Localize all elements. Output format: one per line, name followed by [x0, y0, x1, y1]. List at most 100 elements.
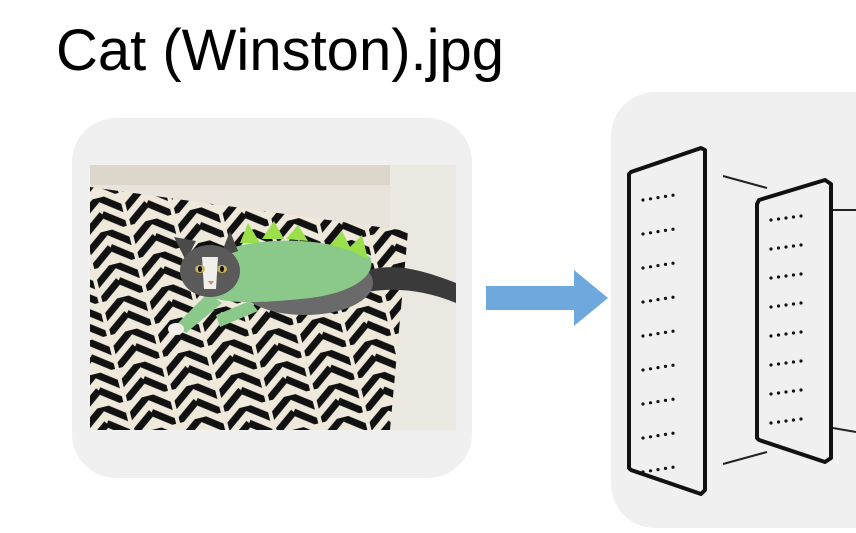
- neuron-dot: [663, 330, 668, 334]
- neuron-dot: [671, 227, 675, 231]
- neuron-dot: [648, 299, 653, 303]
- neuron-dot: [784, 274, 788, 278]
- costume-spike: [286, 225, 308, 241]
- neuron-dot: [769, 421, 773, 425]
- neuron-dot: [776, 275, 781, 279]
- neuron-dot: [784, 216, 788, 220]
- neuron-dot: [776, 246, 781, 250]
- neuron-dot: [663, 432, 668, 436]
- layer-slab: [755, 178, 833, 464]
- costume-spike: [262, 221, 284, 239]
- neuron-dot: [671, 193, 675, 197]
- layer-slab: [627, 146, 707, 496]
- neuron-dot: [799, 272, 803, 276]
- neuron-dot: [784, 390, 788, 394]
- neuron-dot: [784, 303, 788, 307]
- neuron-dot: [656, 400, 660, 404]
- neuron-dot: [791, 302, 796, 306]
- neuron-dot: [671, 363, 675, 367]
- neuron-dot: [656, 434, 660, 438]
- neuron-dot: [784, 245, 788, 249]
- neuron-dot: [648, 401, 653, 405]
- neuron-dot: [769, 276, 773, 280]
- neuron-dot: [663, 228, 668, 232]
- neuron-dot: [769, 363, 773, 367]
- neuron-dot: [799, 214, 803, 218]
- neuron-dot: [663, 466, 668, 470]
- neuron-dot: [769, 247, 773, 251]
- cat-photo: [90, 165, 456, 430]
- cat-leg: [216, 301, 258, 327]
- neuron-dot: [648, 435, 653, 439]
- cat-head: [174, 231, 240, 297]
- neuron-dot: [656, 230, 660, 234]
- neuron-dot: [776, 362, 781, 366]
- neuron-dot: [641, 300, 645, 304]
- neuron-dot: [784, 332, 788, 336]
- neuron-dot: [799, 330, 803, 334]
- neuron-dot: [799, 388, 803, 392]
- neuron-dot: [671, 431, 675, 435]
- neuron-dot: [784, 419, 788, 423]
- network-layer: [627, 146, 707, 496]
- neuron-dot: [776, 333, 781, 337]
- neuron-dot: [641, 198, 645, 202]
- costume-spike: [240, 223, 260, 243]
- neuron-dot: [776, 420, 781, 424]
- neural-network-diagram: [627, 146, 856, 496]
- neural-network-panel: [611, 92, 856, 528]
- neuron-dot: [791, 244, 796, 248]
- neuron-dot: [791, 215, 796, 219]
- neuron-dot: [656, 196, 660, 200]
- neuron-dot: [648, 367, 653, 371]
- neuron-dot: [784, 361, 788, 365]
- neuron-dot: [671, 329, 675, 333]
- neuron-dot: [791, 331, 796, 335]
- neuron-dot: [791, 389, 796, 393]
- neuron-dot: [641, 368, 645, 372]
- neuron-dot: [663, 296, 668, 300]
- connection-line: [722, 451, 768, 465]
- neuron-dot: [648, 265, 653, 269]
- image-filename-title: Cat (Winston).jpg: [56, 18, 505, 83]
- layer-connections: [722, 175, 856, 465]
- neuron-dot: [641, 470, 645, 474]
- neuron-dot: [791, 360, 796, 364]
- neuron-dot: [663, 262, 668, 266]
- cat-leg: [176, 293, 222, 333]
- neuron-dot: [776, 391, 781, 395]
- neuron-dot: [663, 194, 668, 198]
- neuron-dot: [769, 305, 773, 309]
- neuron-dot: [799, 301, 803, 305]
- neuron-dot: [799, 359, 803, 363]
- neuron-dot: [648, 469, 653, 473]
- neuron-dot: [799, 417, 803, 421]
- neuron-dot: [656, 366, 660, 370]
- neuron-dot: [671, 261, 675, 265]
- neuron-dot: [648, 231, 653, 235]
- neuron-dot: [769, 392, 773, 396]
- neuron-dot: [641, 402, 645, 406]
- neuron-dot: [641, 436, 645, 440]
- costume-spike: [348, 235, 368, 259]
- connection-line: [722, 175, 768, 189]
- cat-tail: [360, 267, 456, 303]
- neuron-dot: [671, 397, 675, 401]
- cat-photo-illustration: [90, 165, 456, 430]
- neuron-dot: [656, 332, 660, 336]
- neuron-dot: [769, 334, 773, 338]
- neuron-dot: [656, 468, 660, 472]
- neuron-dot: [641, 232, 645, 236]
- network-layer: [755, 178, 833, 464]
- connection-line: [832, 427, 856, 433]
- neuron-dot: [663, 364, 668, 368]
- neuron-dot: [656, 298, 660, 302]
- costume-spike: [330, 231, 352, 251]
- neuron-dot: [799, 243, 803, 247]
- neuron-dot: [791, 273, 796, 277]
- arrow-right-icon: [486, 270, 608, 326]
- neuron-dot: [776, 217, 781, 221]
- neuron-dot: [648, 333, 653, 337]
- neuron-dot: [671, 295, 675, 299]
- neuron-dot: [641, 334, 645, 338]
